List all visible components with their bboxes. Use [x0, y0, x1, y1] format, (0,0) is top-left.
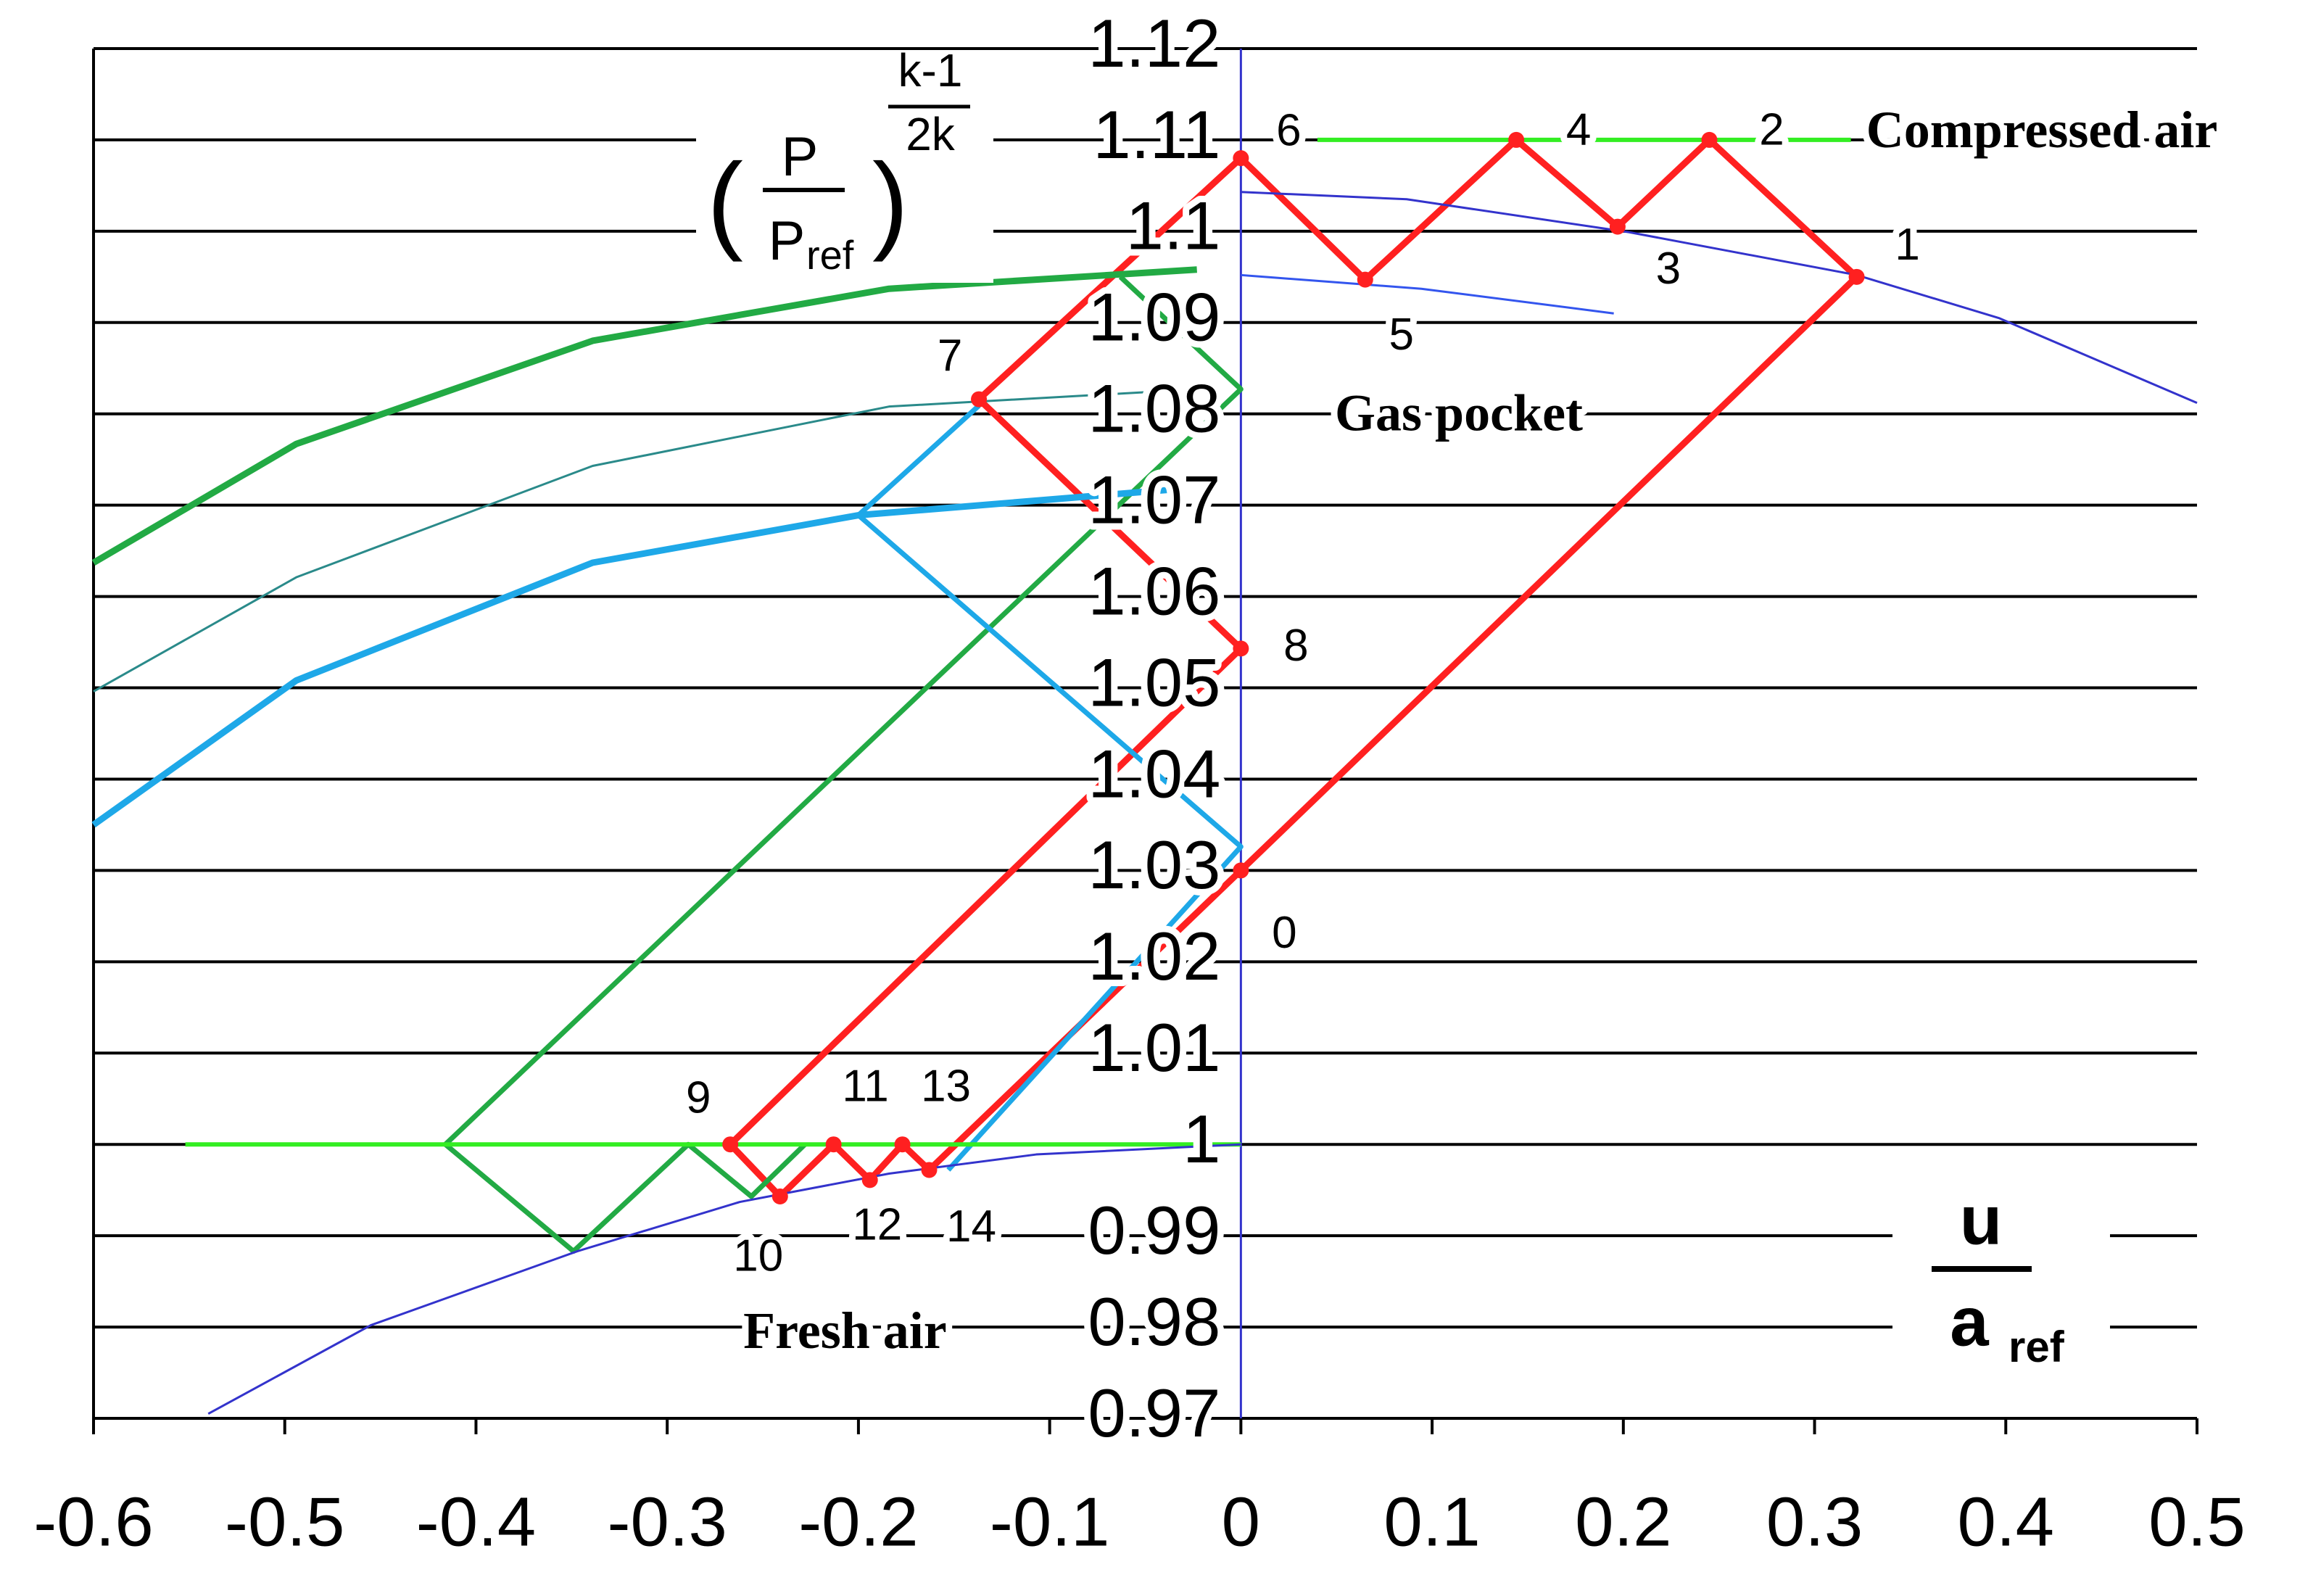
annotation: Gas pocket	[1335, 384, 1583, 442]
point-marker	[1508, 131, 1525, 148]
point-label: 4	[1566, 104, 1591, 154]
y-tick-label: 1.04	[1088, 735, 1220, 811]
y-tick-label: 0.99	[1088, 1192, 1220, 1268]
point-label: 2	[1759, 104, 1784, 154]
y-tick-label: 0.97	[1088, 1375, 1220, 1451]
point-label: 13	[921, 1062, 971, 1112]
y-tick-label: 1.03	[1088, 827, 1220, 903]
point-marker	[1701, 131, 1718, 148]
point-label: 14	[946, 1202, 996, 1252]
point-marker	[1609, 218, 1626, 235]
y-tick-label: 1.12	[1088, 5, 1220, 81]
y-label-denominator: P	[769, 210, 806, 272]
grid	[92, 47, 2198, 1434]
y-label-paren: (	[707, 141, 743, 262]
point-marker	[1357, 271, 1373, 288]
x-label-numerator: u	[1960, 1181, 2003, 1259]
point-label: 8	[1283, 621, 1308, 671]
point-marker	[1233, 150, 1249, 167]
series-line	[727, 136, 1861, 1200]
x-tick-label: -0.3	[607, 1483, 727, 1560]
x-tick-label: -0.6	[33, 1483, 153, 1560]
y-label-exp-numerator: k-1	[898, 44, 963, 96]
point-marker	[1233, 640, 1249, 657]
series-line	[442, 275, 1244, 1254]
y-tick-label: 1.11	[1093, 96, 1220, 173]
point-label: 12	[852, 1200, 902, 1250]
point-label: 10	[733, 1231, 783, 1281]
y-tick-label: 1	[1183, 1101, 1220, 1177]
annotation: Fresh air	[743, 1302, 947, 1360]
point-marker	[894, 1136, 911, 1153]
y-tick-label: 1.05	[1088, 644, 1220, 720]
x-label-sub: ref	[2008, 1323, 2065, 1371]
x-tick-label: 0	[1222, 1483, 1260, 1560]
point-label: 7	[938, 331, 962, 381]
x-label-background	[1892, 1175, 2110, 1385]
y-tick-label: 1.08	[1088, 371, 1220, 447]
point-label: 3	[1656, 244, 1681, 294]
y-label-background	[696, 58, 993, 283]
point-marker	[825, 1136, 842, 1153]
x-tick-label: 0.1	[1383, 1483, 1480, 1560]
y-tick-label: 1.09	[1088, 279, 1220, 355]
x-tick-label: 0.2	[1575, 1483, 1671, 1560]
y-tick-label: 1.02	[1088, 918, 1220, 994]
x-label-denominator: a	[1950, 1283, 1989, 1360]
point-marker	[1848, 268, 1865, 285]
y-tick-label: 0.98	[1088, 1283, 1220, 1360]
point-marker	[861, 1172, 878, 1188]
annotation: Compressed air	[1866, 101, 2218, 159]
y-label-numerator: P	[782, 126, 819, 188]
point-marker	[971, 391, 988, 408]
point-label: 5	[1389, 310, 1414, 360]
x-tick-label: -0.2	[798, 1483, 918, 1560]
point-label: 0	[1272, 908, 1296, 958]
series-line	[856, 403, 1244, 1172]
series-line	[207, 1143, 1241, 1415]
x-tick-label: 0.3	[1766, 1483, 1863, 1560]
y-tick-label: 1.1	[1126, 188, 1221, 264]
y-tick-label: 1.01	[1088, 1009, 1220, 1086]
x-tick-label: -0.5	[225, 1483, 344, 1560]
series-line	[91, 266, 1197, 566]
y-label-paren: )	[872, 141, 909, 262]
point-marker	[722, 1136, 739, 1153]
series-line	[91, 485, 1182, 828]
x-tick-label: 0.4	[1958, 1483, 2054, 1560]
series-line	[1241, 273, 1614, 315]
point-marker	[1233, 862, 1249, 879]
series-line	[1241, 191, 2198, 404]
point-marker	[921, 1162, 938, 1178]
y-label-exp-denominator: 2k	[906, 108, 956, 160]
point-label: 6	[1276, 105, 1301, 155]
point-label: 1	[1895, 220, 1919, 270]
point-label: 9	[686, 1073, 711, 1123]
x-tick-label: -0.1	[990, 1483, 1109, 1560]
point-marker	[771, 1188, 788, 1204]
point-label: 11	[842, 1062, 888, 1112]
labels: -0.6 -0.5 -0.4 -0.3 -0.2 -0.1 0 0.1 0.2 0.3 0.4 0.5…	[33, 0, 2245, 1560]
y-label-sub: ref	[806, 232, 854, 278]
series-line	[93, 388, 1199, 692]
y-tick-label: 1.06	[1088, 553, 1220, 629]
x-tick-label: -0.4	[416, 1483, 536, 1560]
y-tick-label: 1.07	[1088, 461, 1220, 537]
x-tick-label: 0.5	[2148, 1483, 2245, 1560]
